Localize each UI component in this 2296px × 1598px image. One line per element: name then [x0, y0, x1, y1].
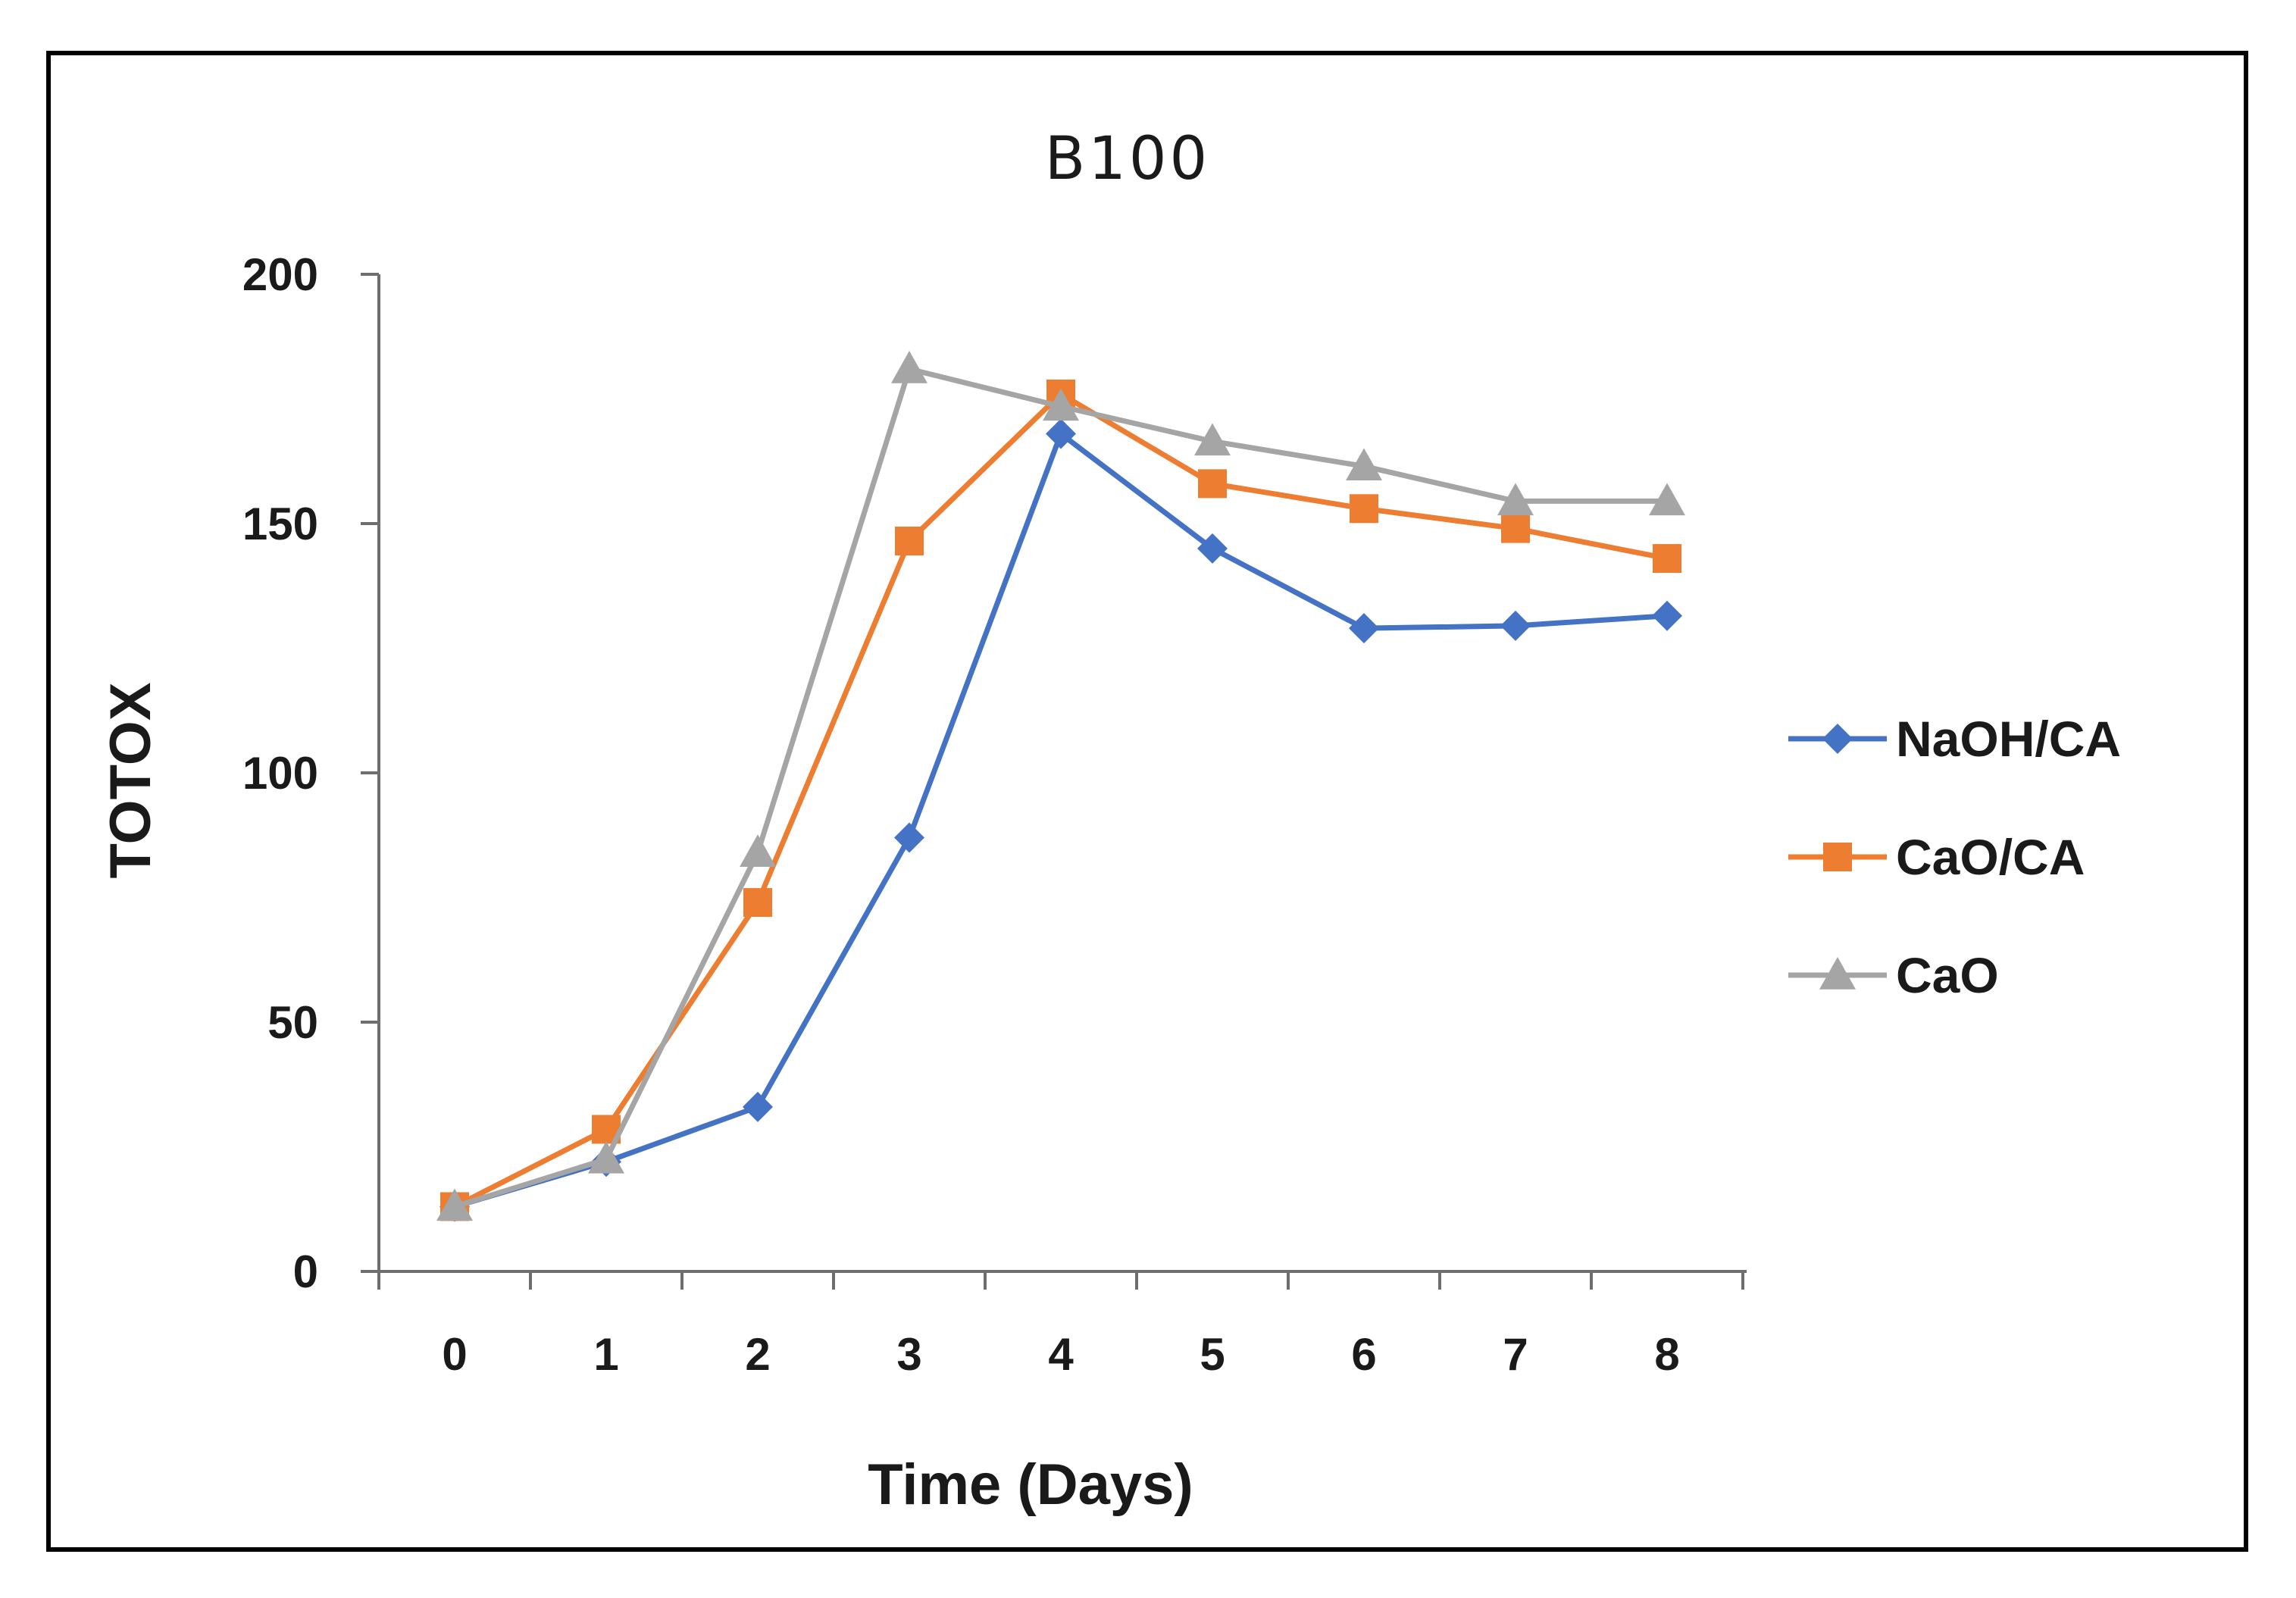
x-tick-label: 8 [1654, 1329, 1679, 1380]
legend-item: CaO [1788, 947, 1999, 1003]
series-cao [436, 351, 1685, 1221]
x-ticks: 0 1 2 3 4 5 6 7 8 [377, 1271, 1744, 1380]
series-layer [436, 351, 1685, 1222]
data-point [895, 527, 924, 556]
y-tick-label: 200 [242, 249, 318, 300]
legend: NaOH/CA CaO/CA CaO [1788, 711, 2121, 1003]
x-tick-label: 2 [745, 1329, 770, 1380]
data-point [1501, 514, 1530, 543]
y-tick-label: 50 [267, 997, 318, 1048]
data-point [1350, 494, 1378, 524]
x-tick-label: 5 [1200, 1329, 1225, 1380]
legend-item: CaO/CA [1788, 829, 2085, 885]
legend-marker [1823, 843, 1852, 871]
x-tick-label: 6 [1351, 1329, 1376, 1380]
data-point [743, 1091, 773, 1122]
data-point [894, 822, 924, 853]
y-tick-label: 100 [242, 748, 318, 799]
legend-item: NaOH/CA [1788, 711, 2121, 767]
legend-marker [1822, 724, 1853, 754]
data-point [436, 1188, 473, 1221]
data-point [1652, 600, 1682, 631]
data-point [1500, 610, 1531, 641]
x-tick-label: 4 [1048, 1329, 1074, 1380]
y-tick-label: 150 [242, 499, 318, 549]
data-point [588, 1140, 624, 1174]
x-tick-label: 0 [442, 1329, 467, 1380]
data-point [1198, 469, 1227, 499]
data-point [1197, 533, 1228, 564]
data-point [891, 351, 927, 383]
data-point [740, 834, 776, 867]
data-point [1653, 544, 1681, 574]
data-point [1346, 448, 1382, 481]
chart-frame [46, 51, 2248, 1552]
data-point [1194, 423, 1231, 456]
legend-label: NaOH/CA [1896, 711, 2121, 767]
x-tick-label: 3 [896, 1329, 921, 1380]
data-point [1046, 418, 1076, 449]
data-point [743, 888, 772, 918]
data-point [1497, 483, 1534, 516]
y-axis-label: TOTOX [99, 682, 163, 878]
legend-marker [1819, 957, 1856, 990]
x-tick-label: 1 [593, 1329, 618, 1380]
data-point [1649, 483, 1685, 516]
data-point [1349, 613, 1379, 644]
y-tick-label: 0 [293, 1246, 318, 1297]
legend-label: CaO/CA [1896, 829, 2085, 885]
x-axis-label: Time (Days) [868, 1453, 1193, 1517]
legend-label: CaO [1896, 947, 1999, 1003]
y-ticks: 0 50 100 150 200 [242, 249, 379, 1297]
x-tick-label: 7 [1503, 1329, 1528, 1380]
chart-title: B100 [1045, 125, 1210, 193]
data-point [1043, 388, 1079, 421]
